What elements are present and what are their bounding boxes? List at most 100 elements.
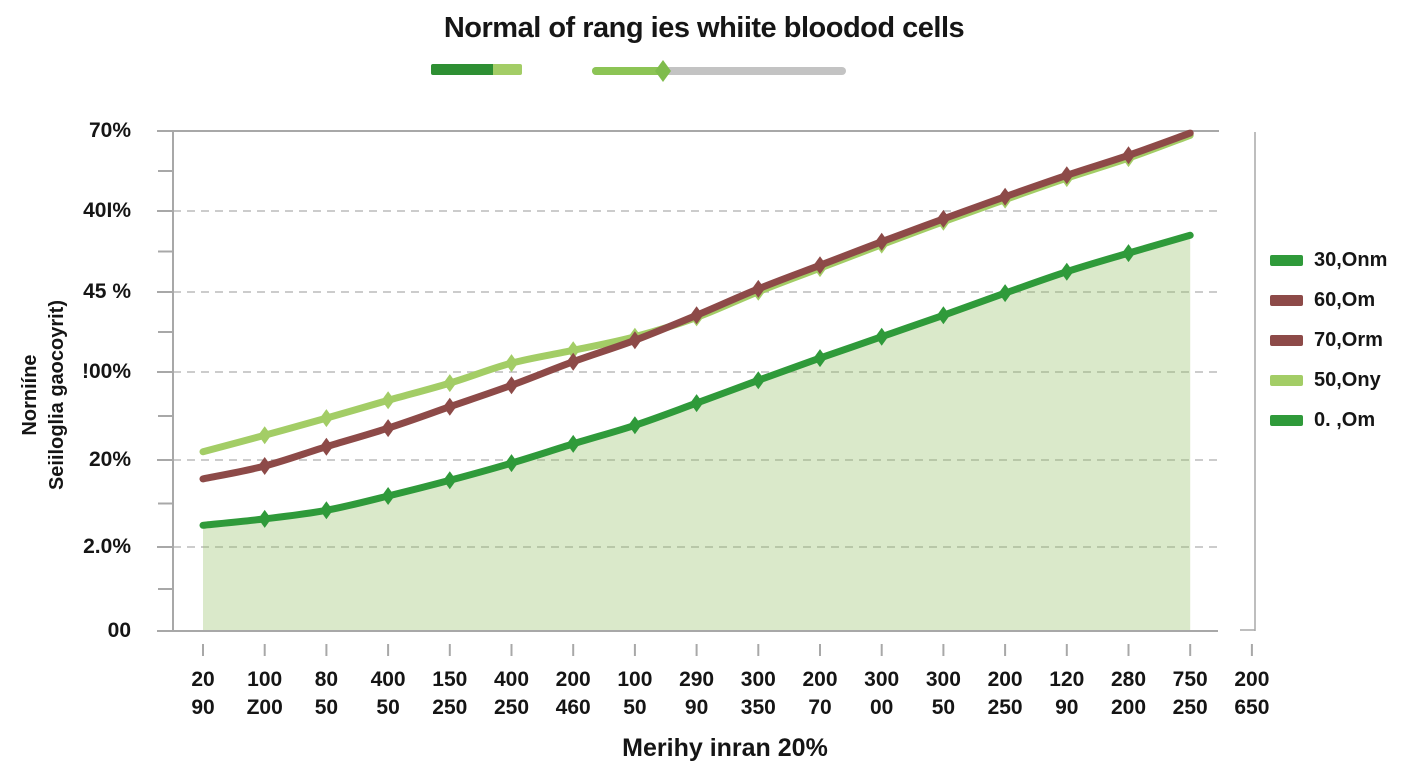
diamond-marker [1060,166,1074,185]
diamond-marker [690,394,704,413]
x-axis-tick-label: 290 90 [666,666,728,722]
x-tick-line2: 90 [684,696,709,719]
diamond-marker [443,471,457,490]
x-tick-line1: 120 [1049,668,1085,691]
diamond-marker [813,349,827,368]
x-tick-line1: 750 [1172,668,1208,691]
x-axis-tick-label: 100 Z00 [234,666,296,722]
x-tick-line1: 20 [191,668,215,691]
x-axis-tick-label: 300 350 [727,666,789,722]
x-tick-line2: 250 [493,696,530,719]
x-tick-line2: 90 [1055,696,1079,719]
legend-item: 30,Onm [1270,240,1387,280]
diamond-marker [505,454,518,473]
diamond-marker [505,354,518,373]
legend-swatch-icon [1270,374,1303,386]
x-tick-line2: 90 [191,696,215,719]
diamond-marker [1060,262,1074,281]
diamond-marker [319,501,333,520]
x-tick-line2: 460 [555,696,591,719]
x-tick-line1: 200 [555,668,591,691]
slider-fill [592,67,663,75]
x-tick-line1: 400 [370,668,406,691]
x-tick-line2: 250 [1172,696,1208,719]
x-tick-line1: 150 [432,668,468,691]
diamond-marker [566,352,580,371]
diamond-marker [319,437,333,456]
y-axis-tick-label: 20% [88,448,131,471]
x-tick-line1: 200 [802,668,838,691]
x-axis-tick-label: 750 250 [1159,666,1221,722]
slider-thumb-diamond-icon[interactable] [655,60,671,82]
x-tick-line1: 80 [314,668,339,691]
x-axis-tick-label: 300 00 [851,666,913,722]
x-tick-line1: 300 [925,668,961,691]
x-axis-tick-label: 200 250 [974,666,1036,722]
diamond-marker [751,371,765,390]
legend-item: 60,Om [1270,280,1387,320]
x-tick-line2: Z00 [246,696,283,719]
legend-item: 70,Orm [1270,320,1387,360]
x-axis-title: Merihy inran 20% [622,734,828,762]
y-axis-tick-label: 00 [107,619,131,642]
x-tick-line1: 280 [1110,668,1147,691]
diamond-marker [381,487,395,505]
diamond-marker [566,341,580,360]
chart-legend: 30,Onm 60,Om 70,Orm 50,Ony 0. ,Om [1270,240,1387,440]
y-axis-title-line2: Seiiloglia gaocoyrit) [46,299,68,491]
legend-swatch-icon [1270,414,1303,426]
diamond-marker [258,426,272,445]
x-axis-tick-label: 100 50 [604,666,666,722]
legend-label: 0. ,Om [1314,408,1376,431]
y-axis-title-line1: Norniíne [19,354,41,436]
diamond-marker [258,509,272,528]
diamond-marker [258,457,272,475]
chart-title: Normal of rang ies whiite bloodod cells [443,12,965,44]
x-axis-tick-label: 400 250 [481,666,543,722]
legend-swatch-icon [1270,294,1303,306]
x-axis-tick-label: 200 460 [542,666,604,722]
y-axis-tick-label: 45 % [83,280,131,303]
legend-label: 30,Onm [1314,248,1388,271]
diamond-marker [505,376,518,395]
x-axis-tick-label: 80 50 [295,666,357,722]
slider-track[interactable] [592,60,846,82]
y-axis-title: Norniíne Seiiloglia gaocoyrit) [17,195,71,595]
diamond-marker [998,284,1012,303]
x-tick-line2: 50 [376,696,400,719]
x-axis-tick-label: 20 90 [172,666,234,722]
x-tick-line2: 70 [808,696,832,719]
legend-swatch-icon [1270,254,1303,266]
diamond-marker [628,416,642,435]
progress-bar-light-segment [493,64,522,75]
y-axis-tick-label: 40I% [83,199,131,222]
legend-item: 50,Ony [1270,360,1387,400]
x-tick-line2: 50 [314,696,339,719]
diamond-marker [1122,146,1135,165]
diamond-marker [936,209,950,228]
progress-bar-filled-segment [431,64,493,75]
diamond-marker [381,391,395,410]
x-tick-line1: 300 [740,668,776,691]
progress-bar [431,64,522,75]
diamond-marker [875,327,889,346]
diamond-marker [751,279,765,298]
x-axis-tick-label: 200 70 [789,666,851,722]
diamond-marker [566,434,580,453]
x-axis-tick-label: 150 250 [419,666,481,722]
legend-label: 70,Orm [1314,328,1383,351]
x-tick-line2: 250 [432,696,468,719]
diamond-marker [875,232,889,251]
x-tick-line1: 200 [1234,668,1270,691]
x-tick-line2: 250 [987,696,1023,719]
x-axis-tick-label: 200 650 [1221,666,1283,722]
x-axis-tick-label: 300 50 [912,666,974,722]
area-fill [203,235,1191,632]
legend-item: 0. ,Om [1270,400,1387,440]
diamond-marker [936,306,950,325]
y-axis-tick-label: 70% [88,119,131,142]
x-tick-line2: 650 [1234,696,1270,719]
x-tick-line2: 00 [870,696,894,719]
